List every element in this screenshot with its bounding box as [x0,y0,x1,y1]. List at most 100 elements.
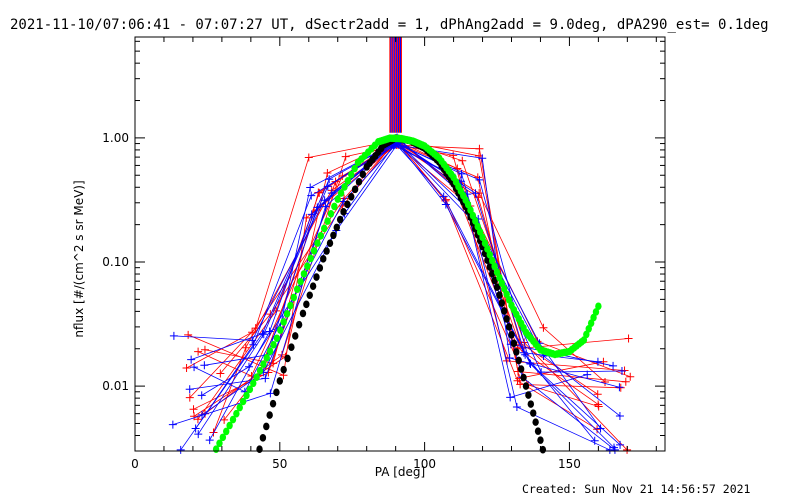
blue-cross-marker [521,350,530,359]
green-model-point [307,254,314,263]
green-model-point [331,202,338,211]
axes: 0 50 100 150 0.01 0.10 1.00 [102,37,665,471]
black-model-point [280,365,287,374]
plot-lines [168,37,635,454]
black-model-point [269,399,277,408]
red-cross-marker [182,363,191,372]
blue-cross-marker [590,436,599,445]
green-model-point [327,209,335,218]
black-model-point [503,315,510,323]
black-model-point [348,192,355,201]
blue-cross-marker [506,393,515,402]
black-model-point [276,377,284,385]
green-model-point [277,326,284,334]
black-model-point [486,263,493,271]
black-model-point [344,200,351,209]
red-cross-marker [593,425,602,434]
red-cross-marker [185,393,194,402]
red-cross-marker [593,390,602,399]
blue-sweep-line [197,142,621,446]
red-cross-marker [184,330,193,339]
red-cross-marker [458,156,467,165]
green-model-point [595,302,602,311]
black-model-point [266,411,273,419]
black-model-point [309,282,317,290]
y-tick-label: 0.10 [102,255,129,269]
red-cross-marker [216,369,225,378]
blue-cross-marker [512,402,521,411]
red-cross-marker [189,405,198,414]
black-model-point [259,434,267,442]
red-cross-marker [341,152,350,161]
blue-cross-marker [609,361,618,370]
blue-cross-marker [593,357,602,366]
blue-cross-marker [306,183,315,192]
blue-cross-marker [323,182,332,191]
chart-title: 2021-11-10/07:06:41 - 07:07:27 UT, dSect… [10,17,769,33]
blue-cross-marker [616,440,625,449]
black-model-point [326,239,334,247]
blue-cross-marker [307,210,316,219]
black-model-point [288,343,295,352]
blue-cross-marker [615,383,624,392]
green-model-point [484,245,491,253]
black-model-point [340,207,347,216]
green-model-point [486,250,493,259]
green-model-point [310,246,318,255]
black-model-point [498,299,506,307]
red-cross-marker [594,402,603,411]
black-model-point [320,255,327,263]
black-model-point [273,388,280,397]
green-model-point [253,373,260,381]
black-model-point [488,269,496,278]
green-model-point [216,439,223,448]
black-model-point [496,291,503,299]
black-model-point [501,307,508,315]
blue-cross-marker [596,424,605,433]
blue-cross-marker [200,361,209,370]
green-model-point [304,262,311,270]
x-tick-label: 0 [131,457,139,471]
green-model-point [256,366,264,375]
blue-cross-marker [265,327,274,336]
blue-cross-marker [439,192,448,201]
blue-cross-marker [457,169,466,178]
green-model-point [580,336,588,344]
black-model-point [527,400,535,408]
green-model-point [263,353,270,362]
black-model-point [303,300,310,309]
red-cross-marker [624,334,633,343]
blue-cross-marker [194,430,203,439]
blue-cross-marker [441,200,450,209]
x-tick-label: 150 [558,457,581,471]
green-model-point [317,231,325,240]
black-model-point [256,445,263,454]
blue-sweep-line [191,141,616,451]
y-axis-label: nflux [#/(cm^2 s sr MeV)] [72,180,86,337]
red-cross-marker [266,310,275,319]
red-cross-marker [474,193,483,202]
green-model-point [287,301,294,310]
black-model-point [539,445,547,454]
plot-points [212,134,602,454]
green-model-point [590,313,597,322]
blue-cross-marker [190,363,199,372]
blue-sweep-line [204,144,601,429]
green-model-point [314,239,321,247]
black-model-point [510,339,518,348]
red-cross-marker [594,400,603,409]
red-cross-marker [601,378,610,387]
green-model-point [283,309,291,318]
red-cross-marker [304,153,313,162]
green-model-point [290,293,298,302]
green-model-point [260,360,267,369]
black-model-point [537,436,544,444]
blue-cross-marker [583,370,592,379]
green-model-point [491,262,498,271]
red-cross-marker [194,347,203,356]
green-model-point [266,347,274,356]
blue-cross-marker [478,154,487,163]
black-model-point [517,365,525,373]
x-axis-label: PA [deg] [375,465,425,479]
blue-cross-marker [176,445,185,454]
